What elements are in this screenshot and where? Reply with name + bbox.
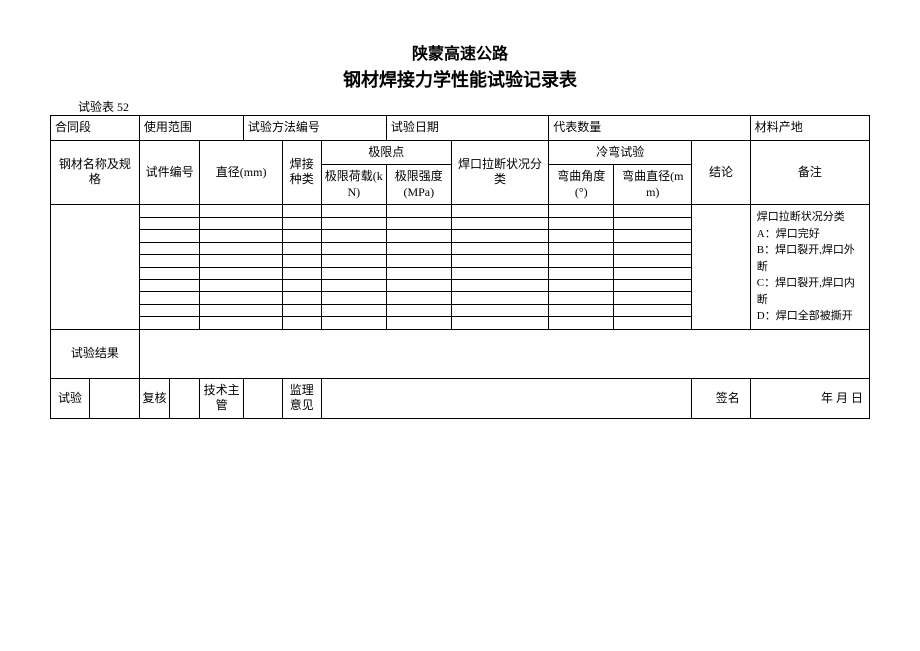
- remarks-legend: 焊口拉断状况分类 A：焊口完好 B：焊口裂开,焊口外断 C：焊口裂开,焊口内断 …: [750, 205, 869, 330]
- contract-section-label: 合同段: [51, 116, 140, 141]
- col-bend-angle: 弯曲角度(°): [549, 165, 614, 205]
- footer-date-label: 年 月 日: [750, 378, 869, 418]
- cell-diameter: [200, 205, 282, 217]
- usage-range-label: 使用范围: [139, 116, 243, 141]
- page-container: 陕蒙高速公路 钢材焊接力学性能试验记录表 试验表 52 合同段 使用范围 试验方…: [50, 40, 870, 419]
- header-row-1: 钢材名称及规格 试件编号 直径(mm) 焊接种类 极限点 焊口拉断状况分类 冷弯…: [51, 140, 870, 165]
- cell-bend-angle: [549, 205, 614, 217]
- col-conclusion: 结论: [692, 140, 751, 205]
- remarks-title: 焊口拉断状况分类: [757, 211, 845, 223]
- footer-test-label: 试验: [51, 378, 90, 418]
- col-specimen-no: 试件编号: [139, 140, 200, 205]
- footer-test-value: [89, 378, 139, 418]
- remarks-d: D：焊口全部被撕开: [757, 310, 853, 322]
- footer-row: 试验 复核 技术主管 监理意见 签名 年 月 日: [51, 378, 870, 418]
- table-row: 焊口拉断状况分类 A：焊口完好 B：焊口裂开,焊口外断 C：焊口裂开,焊口内断 …: [51, 205, 870, 217]
- col-diameter: 直径(mm): [200, 140, 282, 205]
- col-bend-diameter: 弯曲直径(mm): [614, 165, 692, 205]
- col-cold-bend: 冷弯试验: [549, 140, 692, 165]
- col-steel-spec: 钢材名称及规格: [51, 140, 140, 205]
- result-label: 试验结果: [51, 329, 140, 378]
- remarks-b: B：焊口裂开,焊口外断: [757, 244, 855, 273]
- footer-supervisor-label: 监理意见: [282, 378, 321, 418]
- material-origin-label: 材料产地: [750, 116, 869, 141]
- col-limit-strength: 极限强度(MPa): [386, 165, 451, 205]
- rep-qty-label: 代表数量: [549, 116, 750, 141]
- title-line-2: 钢材焊接力学性能试验记录表: [50, 66, 870, 92]
- result-value: [139, 329, 869, 378]
- title-line-1: 陕蒙高速公路: [50, 40, 870, 64]
- cell-conclusion: [692, 205, 751, 330]
- form-number: 试验表 52: [78, 98, 870, 115]
- footer-review-label: 复核: [139, 378, 169, 418]
- footer-techlead-value: [243, 378, 282, 418]
- cell-fracture-class: [451, 205, 549, 217]
- cell-steel-spec: [51, 205, 140, 330]
- remarks-a: A：焊口完好: [757, 228, 820, 240]
- col-weld-type: 焊接种类: [282, 140, 321, 205]
- cell-weld-type: [282, 205, 321, 217]
- main-table: 合同段 使用范围 试验方法编号 试验日期 代表数量 材料产地 钢材名称及规格 试…: [50, 115, 870, 419]
- method-no-label: 试验方法编号: [243, 116, 386, 141]
- test-date-label: 试验日期: [386, 116, 548, 141]
- footer-signature-label: 签名: [692, 378, 751, 418]
- meta-row: 合同段 使用范围 试验方法编号 试验日期 代表数量 材料产地: [51, 116, 870, 141]
- cell-bend-diameter: [614, 205, 692, 217]
- result-row: 试验结果: [51, 329, 870, 378]
- remarks-c: C：焊口裂开,焊口内断: [757, 277, 855, 306]
- col-remarks: 备注: [750, 140, 869, 205]
- col-fracture-class: 焊口拉断状况分类: [451, 140, 549, 205]
- cell-specimen-no: [139, 205, 200, 217]
- col-limit-load: 极限荷载(kN): [321, 165, 386, 205]
- footer-supervisor-value: [321, 378, 691, 418]
- cell-limit-load: [321, 205, 386, 217]
- footer-review-value: [170, 378, 200, 418]
- col-limit-point: 极限点: [321, 140, 451, 165]
- footer-techlead-label: 技术主管: [200, 378, 243, 418]
- cell-limit-strength: [386, 205, 451, 217]
